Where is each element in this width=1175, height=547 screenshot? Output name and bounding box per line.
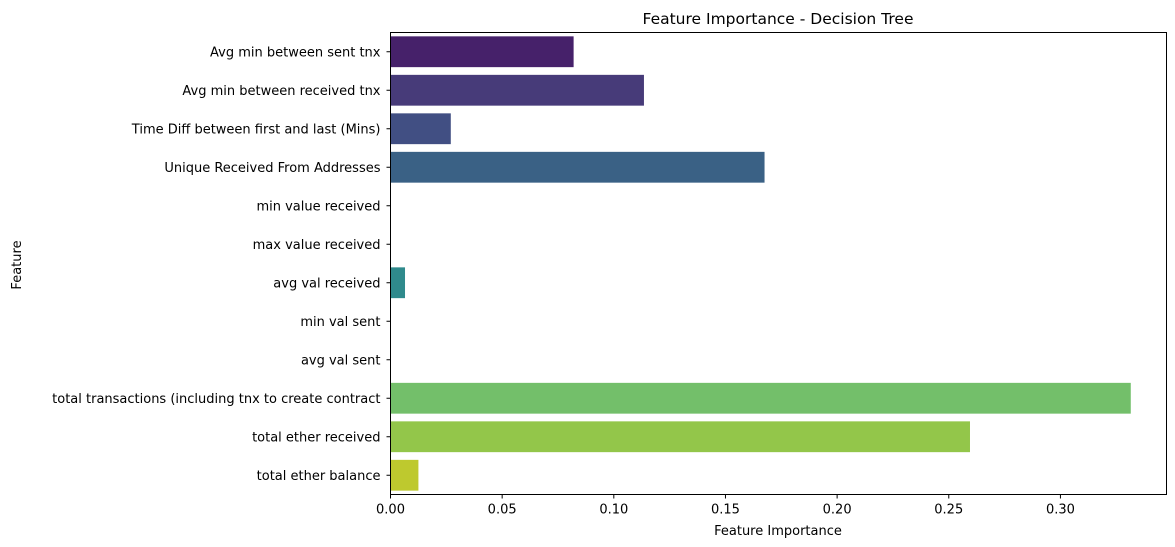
- y-tick-label: avg val sent: [301, 353, 381, 368]
- y-tick-label: min val sent: [300, 315, 380, 330]
- bar: [390, 36, 574, 68]
- y-tick-label: Unique Received From Addresses: [164, 161, 380, 176]
- x-tick-label: 0.30: [1046, 503, 1075, 518]
- bar: [390, 151, 765, 183]
- x-ticks-group: 0.00 0.05 0.10 0.15 0.20 0.25 0.30: [376, 494, 1075, 518]
- y-tick-label: total ether balance: [257, 469, 381, 484]
- y-tick-label: total transactions (including tnx to cre…: [52, 392, 380, 407]
- bar: [390, 421, 970, 453]
- y-tick-label: Avg min between sent tnx: [210, 45, 381, 60]
- plot-frame: [390, 32, 1167, 495]
- y-ticks-group: Avg min between sent tnx Avg min between …: [52, 45, 391, 484]
- y-axis-label: Feature: [10, 240, 25, 289]
- x-tick-label: 0.10: [599, 503, 628, 518]
- x-axis-label: Feature Importance: [714, 524, 842, 539]
- x-tick-label: 0.05: [488, 503, 517, 518]
- chart-title: Feature Importance - Decision Tree: [643, 10, 914, 28]
- y-tick-label: Avg min between received tnx: [182, 84, 380, 99]
- x-tick-label: 0.20: [823, 503, 852, 518]
- y-tick-label: max value received: [253, 238, 381, 253]
- bar: [390, 382, 1131, 414]
- bar: [390, 113, 451, 145]
- x-tick-label: 0.15: [711, 503, 740, 518]
- x-tick-label: 0.00: [376, 503, 405, 518]
- bar: [390, 74, 644, 106]
- y-tick-label: total ether received: [252, 430, 380, 445]
- bar: [390, 267, 406, 299]
- x-tick-label: 0.25: [934, 503, 963, 518]
- y-tick-label: min value received: [256, 199, 380, 214]
- y-tick-label: avg val received: [273, 276, 380, 291]
- y-tick-label: Time Diff between first and last (Mins): [131, 122, 381, 137]
- bars-group: [390, 36, 1131, 491]
- bar: [390, 459, 419, 491]
